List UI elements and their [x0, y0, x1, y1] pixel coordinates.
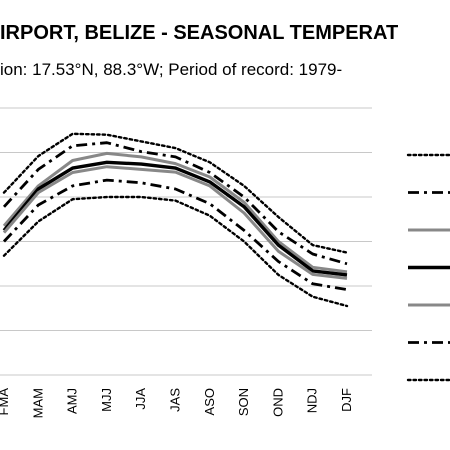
x-tick-label: MJJ [99, 388, 114, 412]
x-tick-label: AMJ [65, 388, 80, 414]
x-tick-label: MAM [30, 388, 45, 418]
chart-title: IRPORT, BELIZE - SEASONAL TEMPERAT [0, 22, 399, 44]
x-tick-label: FMA [0, 388, 11, 416]
chart-series [2, 132, 349, 308]
series-line-5 [2, 165, 348, 280]
chart-gridlines [0, 107, 372, 376]
chart-subtitle: ion: 17.53°N, 88.3°W; Period of record: … [0, 60, 343, 79]
series-line-1 [2, 132, 349, 254]
chart-legend [406, 153, 450, 382]
x-axis-ticks: FMA MAM AMJ MJJ JJA JAS ASO SON OND NDJ DJF [0, 388, 354, 419]
series-line-4 [2, 160, 348, 277]
series-line-7 [2, 195, 349, 308]
x-tick-label: JJA [133, 388, 148, 410]
x-tick-label: JAS [168, 388, 183, 412]
series-line-2 [2, 141, 348, 266]
x-tick-label: NDJ [305, 388, 320, 413]
series-line-6 [2, 178, 348, 291]
series-line-3 [2, 151, 348, 274]
x-tick-label: SON [236, 388, 251, 416]
x-tick-label: OND [270, 388, 285, 417]
x-tick-label: ASO [202, 388, 217, 415]
x-tick-label: DJF [339, 388, 354, 412]
